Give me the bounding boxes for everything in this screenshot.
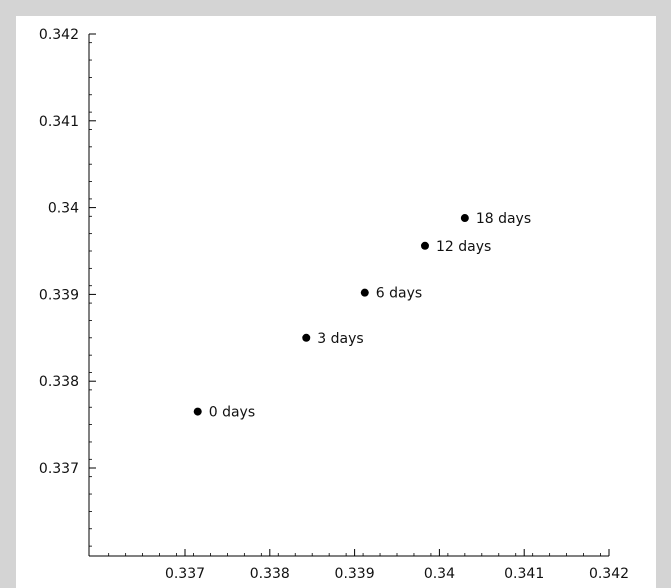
x-tick-label: 0.339 bbox=[335, 566, 375, 582]
y-tick-label: 0.338 bbox=[39, 374, 79, 390]
data-point bbox=[193, 407, 202, 416]
y-tick-label: 0.342 bbox=[39, 27, 79, 43]
data-point-label: 6 days bbox=[376, 286, 422, 302]
x-tick-label: 0.34 bbox=[424, 566, 455, 582]
y-tick-label: 0.341 bbox=[39, 114, 79, 130]
data-point-label: 3 days bbox=[317, 331, 363, 347]
x-tick-label: 0.341 bbox=[504, 566, 544, 582]
axes bbox=[88, 34, 609, 557]
data-point bbox=[360, 288, 369, 297]
y-tick-label: 0.34 bbox=[48, 201, 79, 217]
data-point bbox=[302, 333, 311, 342]
plot-frame bbox=[16, 16, 656, 588]
data-point-label: 12 days bbox=[436, 239, 491, 255]
data-point bbox=[460, 214, 469, 223]
point-labels: 0 days 3 days 6 days 12 days 18 days bbox=[209, 211, 531, 421]
x-tick-label: 0.337 bbox=[165, 566, 205, 582]
x-tick-label: 0.342 bbox=[589, 566, 629, 582]
x-tick-label: 0.338 bbox=[250, 566, 290, 582]
y-tick-label: 0.337 bbox=[39, 461, 79, 477]
tick-marks bbox=[89, 33, 610, 556]
data-point-label: 0 days bbox=[209, 405, 255, 421]
data-point-label: 18 days bbox=[476, 211, 531, 227]
tick-labels: 0.337 0.338 0.339 0.34 0.341 0.342 0.337 0.338 0… bbox=[39, 27, 629, 582]
y-tick-label: 0.339 bbox=[39, 287, 79, 303]
data-points bbox=[193, 214, 469, 416]
data-point bbox=[420, 241, 429, 250]
